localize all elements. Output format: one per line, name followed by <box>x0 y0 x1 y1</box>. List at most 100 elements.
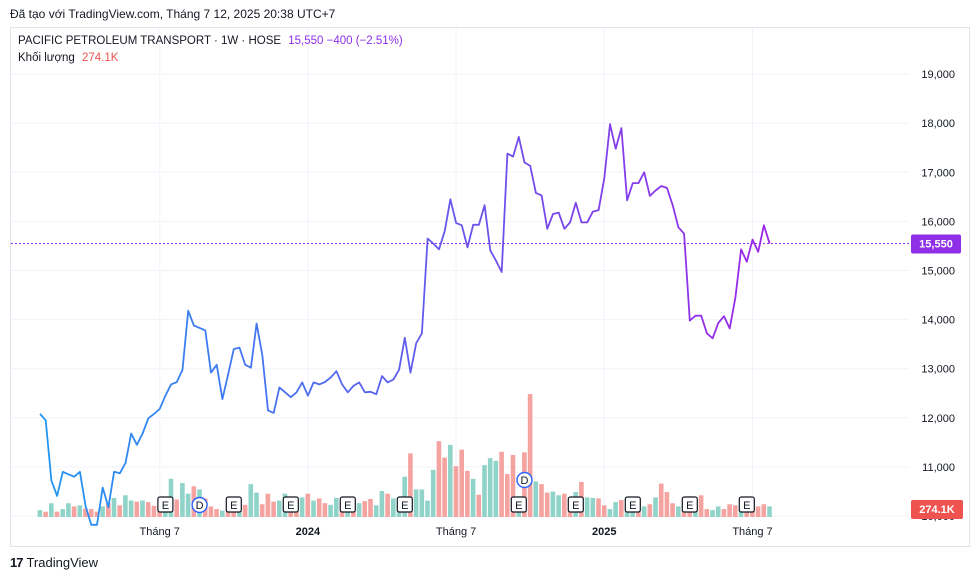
volume-bar <box>265 493 271 517</box>
earnings-event-box <box>624 496 641 513</box>
x-tick-label: Tháng 7 <box>436 526 476 538</box>
y-tick-label: 18,000 <box>921 118 955 130</box>
volume-bar <box>368 498 373 517</box>
price-axis: 19,000 18,000 17,000 16,000 15,000 14,000 13,0… <box>921 69 955 523</box>
volume-bar <box>493 460 499 517</box>
earnings-event-icon: E <box>282 496 299 513</box>
earnings-event-box <box>225 496 242 513</box>
volume-bar <box>607 509 613 517</box>
volume-bar <box>128 500 134 517</box>
volume-bars <box>37 394 772 517</box>
volume-bar <box>77 505 83 517</box>
volume-bar <box>111 497 117 517</box>
volume-bar <box>334 497 339 517</box>
volume-bar <box>476 494 482 517</box>
volume-bar <box>658 483 664 517</box>
price-change: 15,550 −400 (−2.51%) <box>288 35 403 47</box>
volume-bar <box>556 495 561 517</box>
volume-bar <box>539 484 544 517</box>
volume-bar <box>83 508 88 517</box>
earnings-event-icon: E <box>396 496 413 513</box>
volume-bar <box>590 497 596 517</box>
volume-bar <box>271 501 276 517</box>
volume-bar <box>505 474 510 517</box>
earnings-event-label: E <box>629 500 636 512</box>
dividend-event-circle <box>191 496 208 514</box>
volume-bar <box>596 498 601 517</box>
volume-bar <box>123 495 128 517</box>
volume-bar <box>527 394 533 517</box>
volume-bar <box>71 506 77 517</box>
volume-bar <box>328 504 333 517</box>
earnings-event-label: E <box>572 500 579 512</box>
volume-bar <box>727 504 732 517</box>
chart-caption: Đã tạo với TradingView.com, Tháng 7 12, … <box>10 7 336 21</box>
volume-label: Khối lượng <box>18 52 75 64</box>
volume-bar <box>430 469 436 517</box>
volume-bar <box>299 497 305 517</box>
x-tick-label: Tháng 7 <box>140 526 180 538</box>
dividend-event-circle <box>516 471 533 489</box>
earnings-event-box <box>681 496 698 513</box>
earnings-event-icon: E <box>339 496 356 513</box>
volume-bar <box>710 510 715 517</box>
earnings-event-icon: E <box>567 496 584 513</box>
legend-volume-row: Khối lượng 274.1K <box>18 52 118 64</box>
volume-bar <box>373 505 379 517</box>
volume-bar <box>88 509 94 517</box>
earnings-event-label: E <box>743 500 750 512</box>
y-tick-label: 19,000 <box>921 69 955 81</box>
volume-bar <box>140 500 145 517</box>
volume-bar <box>362 501 368 517</box>
volume-bar <box>750 508 755 517</box>
volume-bar <box>584 497 590 517</box>
earnings-event-box <box>510 496 527 513</box>
volume-bar <box>465 470 470 517</box>
volume-bar <box>106 503 111 517</box>
volume-bar <box>499 451 504 517</box>
last-price-badge-text: 15,550 <box>919 238 953 250</box>
volume-bar <box>761 504 767 517</box>
volume-bar <box>419 489 425 517</box>
volume-bar <box>510 454 516 517</box>
volume-bar <box>134 501 140 517</box>
volume-bar <box>676 506 681 517</box>
event-markers: E D E E E E E D E E E E <box>157 471 755 514</box>
volume-bar <box>185 493 191 517</box>
volume-bar <box>436 441 442 517</box>
volume-bar <box>214 509 219 517</box>
volume-bar <box>242 504 248 517</box>
volume-bar <box>562 493 567 517</box>
volume-bar <box>767 506 772 517</box>
dividend-event-icon: D <box>516 471 533 489</box>
tradingview-logo[interactable]: 17 TradingView <box>10 555 98 570</box>
volume-bar <box>733 505 738 517</box>
volume-bar <box>277 500 282 517</box>
earnings-event-box <box>157 496 174 513</box>
volume-bar <box>311 500 316 517</box>
y-tick-label: 11,000 <box>922 462 955 474</box>
earnings-event-label: E <box>515 500 522 512</box>
earnings-event-icon: E <box>624 496 641 513</box>
volume-bar <box>379 491 385 517</box>
x-tick-label: 2025 <box>592 526 616 538</box>
volume-bar <box>755 506 761 517</box>
earnings-event-icon: E <box>225 496 242 513</box>
tradingview-logo-text: TradingView <box>26 555 99 570</box>
earnings-event-label: E <box>162 500 169 512</box>
volume-bar <box>220 510 225 517</box>
volume-bar <box>322 503 328 517</box>
earnings-event-label: E <box>686 500 693 512</box>
legend-symbol-row: PACIFIC PETROLEUM TRANSPORT · 1W · HOSE … <box>18 35 403 47</box>
earnings-event-icon: E <box>738 496 755 513</box>
volume-bar <box>254 492 259 517</box>
volume-bar <box>225 509 231 517</box>
volume-bar <box>544 492 550 517</box>
volume-bar <box>670 503 675 517</box>
volume-bar <box>37 510 43 517</box>
volume-bar <box>453 466 459 517</box>
earnings-event-label: E <box>287 500 294 512</box>
volume-bar <box>619 500 624 517</box>
time-axis: Tháng 7 2024 Tháng 7 2025 Tháng 7 <box>140 526 773 538</box>
